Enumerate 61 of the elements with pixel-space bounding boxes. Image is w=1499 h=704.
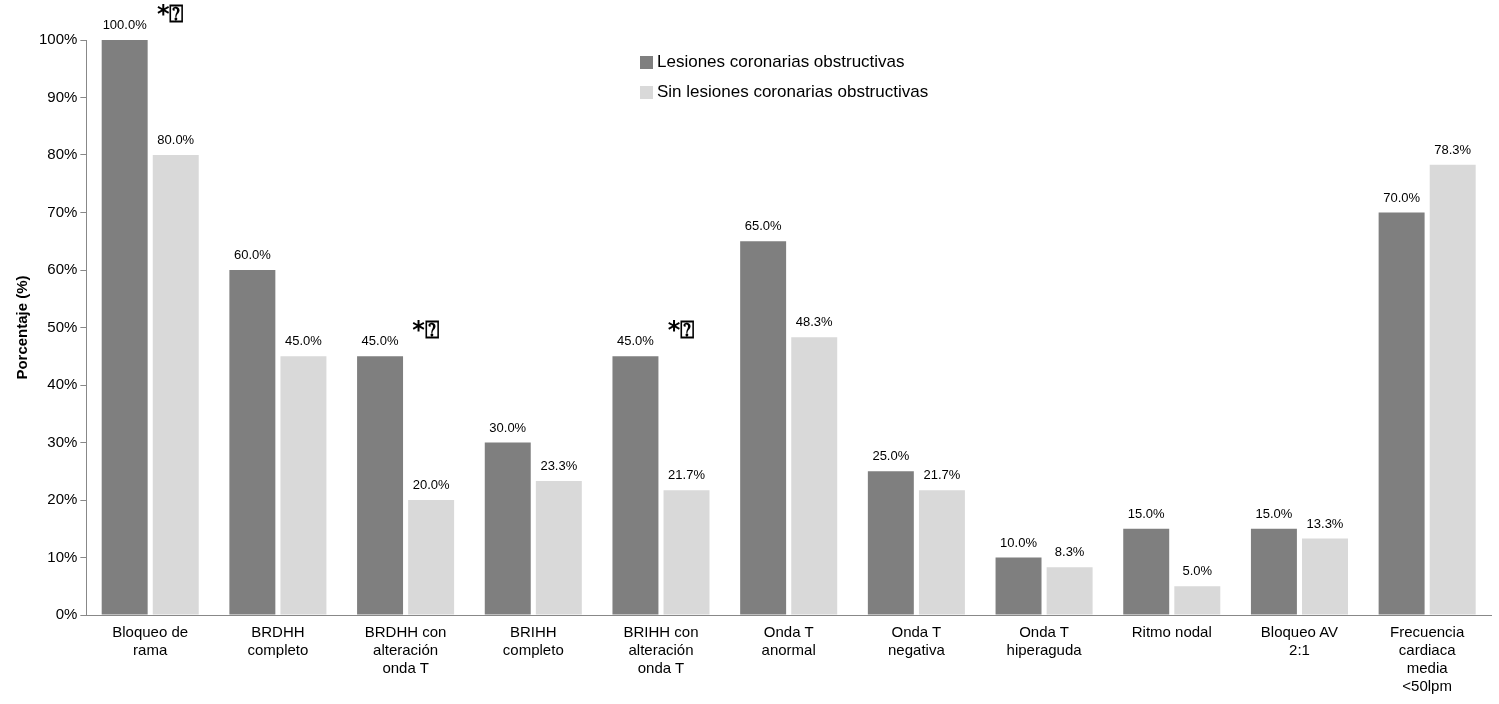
x-tick-label: Onda T negativa <box>888 623 946 659</box>
x-tick-label: Bloqueo AV 2:1 <box>1260 623 1339 659</box>
y-tick-label: 0% <box>55 605 78 623</box>
y-tick-label: 70% <box>47 202 78 220</box>
bar <box>408 500 455 615</box>
y-tick-label: 50% <box>47 317 78 335</box>
data-label: 48.3% <box>795 314 834 330</box>
data-label: 5.0% <box>1182 563 1213 579</box>
bar <box>1429 164 1476 615</box>
x-tick-label: Frecuencia cardiaca media <50lpm <box>1390 623 1465 695</box>
data-label: 23.3% <box>540 458 578 474</box>
data-label: 21.7% <box>923 467 961 483</box>
data-label: 65.0% <box>744 218 783 234</box>
y-tick-label: 40% <box>47 375 78 393</box>
x-tick-label: Onda T anormal <box>761 623 816 659</box>
data-label: 13.3% <box>1306 515 1344 531</box>
bar <box>1174 586 1221 615</box>
data-label: 45.0% <box>617 333 655 349</box>
data-label: 30.0% <box>489 419 527 435</box>
bar <box>918 490 965 615</box>
bar <box>152 155 199 615</box>
data-label: 8.3% <box>1054 544 1085 560</box>
y-tick-label: 60% <box>47 260 78 278</box>
data-label: 10.0% <box>1000 534 1038 550</box>
bar <box>663 490 710 615</box>
annotation: *⍰ <box>667 316 695 345</box>
y-tick-label: 20% <box>47 490 78 508</box>
y-tick-label: 100% <box>38 30 78 48</box>
bar <box>1046 567 1093 615</box>
data-label: 100.0% <box>102 17 148 33</box>
x-tick-label: BRDHH completo <box>247 623 309 659</box>
x-tick-label: BRIHH completo <box>502 623 564 659</box>
data-label: 78.3% <box>1434 141 1472 157</box>
x-tick-label: Ritmo nodal <box>1131 623 1212 641</box>
y-tick-label: 30% <box>47 432 78 450</box>
data-label: 15.0% <box>1255 505 1293 521</box>
x-tick-label: Bloqueo de rama <box>112 623 189 659</box>
legend-label: Lesiones coronarias obstructivas <box>657 52 905 72</box>
x-tick-label: BRDHH con alteración onda T <box>364 623 447 677</box>
y-tick-label: 10% <box>47 547 78 565</box>
data-label: 20.0% <box>412 477 450 493</box>
data-label: 45.0% <box>285 333 323 349</box>
bar <box>535 481 582 615</box>
bar <box>280 356 327 615</box>
y-tick-label: 80% <box>47 145 78 163</box>
data-label: 45.0% <box>361 333 399 349</box>
x-tick-label: Onda T hiperaguda <box>1006 623 1083 659</box>
data-label: 80.0% <box>157 132 195 148</box>
legend-label: Sin lesiones coronarias obstructivas <box>657 82 929 102</box>
x-tick-label: BRIHH con alteración onda T <box>623 623 699 677</box>
bar <box>1302 538 1348 615</box>
data-label: 70.0% <box>1383 189 1421 205</box>
data-label: 15.0% <box>1127 505 1166 521</box>
data-label: 60.0% <box>233 247 272 263</box>
data-label: 25.0% <box>872 448 910 464</box>
y-axis-title: Porcentaje (%) <box>13 275 31 380</box>
y-tick-label: 90% <box>47 87 78 105</box>
annotation: *⍰ <box>156 0 184 29</box>
annotation: *⍰ <box>412 316 439 345</box>
data-label: 21.7% <box>668 467 706 483</box>
bar <box>791 337 838 615</box>
